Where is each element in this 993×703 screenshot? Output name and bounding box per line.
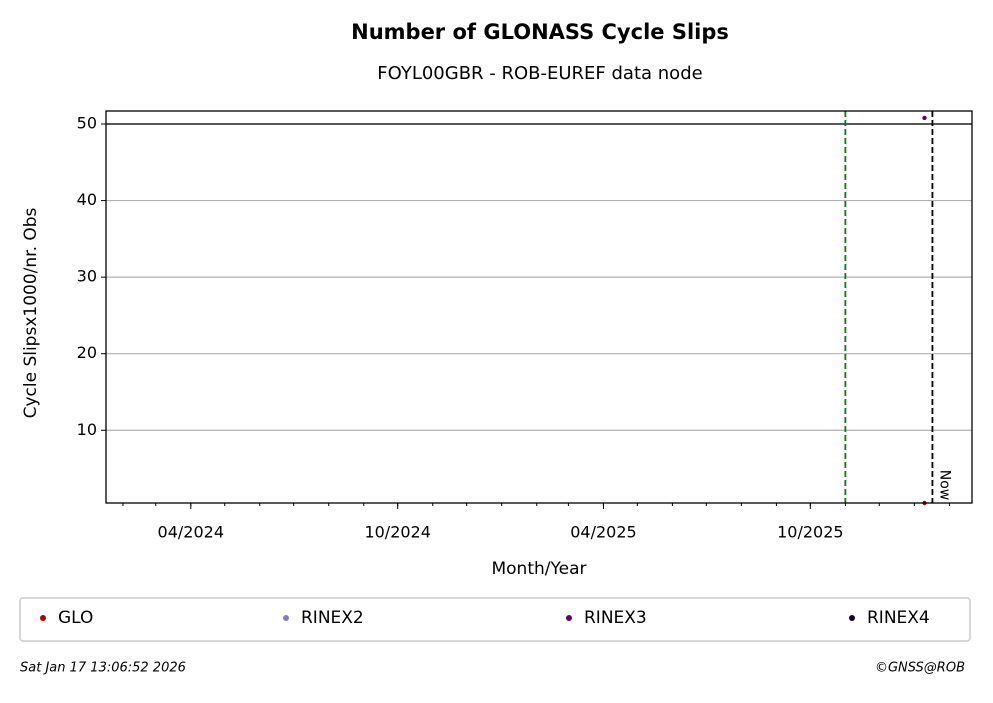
footer-date: Sat Jan 17 13:06:52 2026 xyxy=(20,661,186,676)
legend-marker xyxy=(283,615,289,621)
chart-subtitle: FOYL00GBR - ROB-EUREF data node xyxy=(377,63,702,84)
legend-label: RINEX2 xyxy=(301,608,364,628)
legend-marker xyxy=(566,615,572,621)
y-tick-label: 20 xyxy=(77,343,97,362)
data-point xyxy=(922,115,927,121)
marker-label: Now xyxy=(936,470,952,501)
x-tick-label: 10/2025 xyxy=(777,523,843,542)
y-tick-label: 10 xyxy=(77,420,97,439)
x-tick-label: 04/2025 xyxy=(570,523,636,542)
legend-label: GLO xyxy=(58,608,93,628)
plot-frame xyxy=(105,110,973,504)
y-tick-label: 50 xyxy=(77,114,97,133)
footer-credit: ©GNSS@ROB xyxy=(875,661,965,676)
y-tick-label: 30 xyxy=(77,267,97,286)
y-axis-label: Cycle Slipsx1000/nr. Obs xyxy=(21,207,41,418)
legend-label: RINEX3 xyxy=(584,608,647,628)
legend-marker xyxy=(40,615,46,621)
chart-title: Number of GLONASS Cycle Slips xyxy=(351,20,729,44)
x-tick-label: 04/2024 xyxy=(158,523,224,542)
x-tick-label: 10/2024 xyxy=(364,523,430,542)
legend-marker xyxy=(849,615,855,621)
legend-box xyxy=(19,597,971,642)
x-axis-label: Month/Year xyxy=(491,559,586,579)
legend-label: RINEX4 xyxy=(867,608,930,628)
y-tick-label: 40 xyxy=(77,190,97,209)
